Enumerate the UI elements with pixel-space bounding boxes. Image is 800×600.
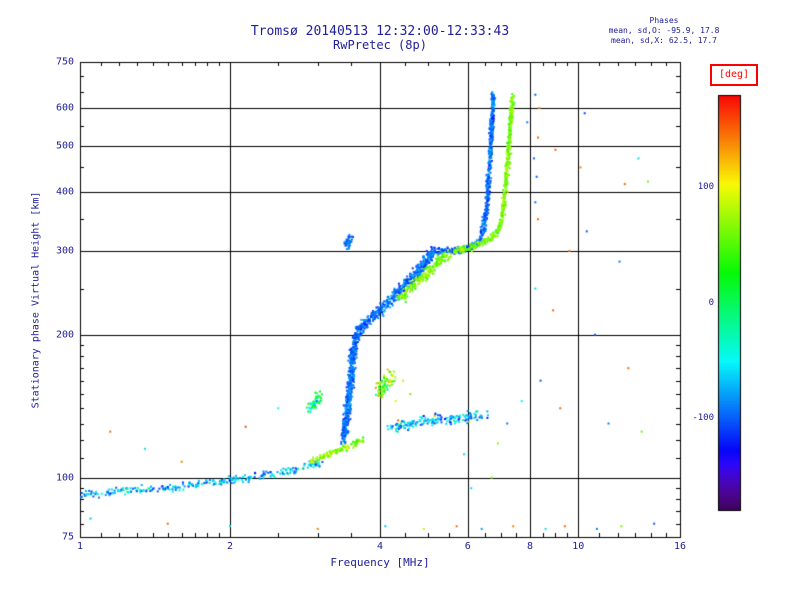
y-tick-label: 400 xyxy=(55,186,74,198)
colorbar-tick-label: 100 xyxy=(697,182,714,193)
x-axis-label: Frequency [MHz] xyxy=(330,556,430,569)
x-tick-label: 1 xyxy=(76,541,84,552)
y-tick-label: 200 xyxy=(55,329,74,341)
y-tick-label: 100 xyxy=(55,472,74,484)
phases-title: Phases xyxy=(649,16,679,25)
x-tick-label: 6 xyxy=(464,541,471,552)
x-tick-label: 16 xyxy=(673,541,687,552)
colorbar-unit-label: [deg] xyxy=(710,64,758,86)
colorbar-tick-label: -100 xyxy=(692,412,714,423)
plot-subtitle: RwPretec (8p) xyxy=(333,38,427,52)
y-tick-label: 300 xyxy=(55,245,74,257)
phases-x-line: mean, sd,X: 62.5, 17.7 xyxy=(611,36,717,45)
colorbar-tick-label: 0 xyxy=(708,297,714,308)
x-tick-label: 8 xyxy=(526,541,534,552)
y-tick-label: 750 xyxy=(55,56,74,68)
y-tick-label: 500 xyxy=(55,140,74,152)
y-tick-label: 75 xyxy=(61,531,74,543)
x-tick-label: 10 xyxy=(572,541,585,552)
plot-title: Tromsø 20140513 12:32:00-12:33:43 xyxy=(250,24,510,39)
x-tick-label: 2 xyxy=(226,541,234,552)
x-tick-label: 4 xyxy=(376,541,384,552)
phases-o-line: mean, sd,O: -95.9, 17.8 xyxy=(608,26,720,35)
y-axis-label: Stationary phase Virtual Height [km] xyxy=(30,191,42,409)
y-tick-label: 600 xyxy=(55,102,74,114)
phases-block: Phases mean, sd,O: -95.9, 17.8 mean, sd,… xyxy=(605,16,723,46)
